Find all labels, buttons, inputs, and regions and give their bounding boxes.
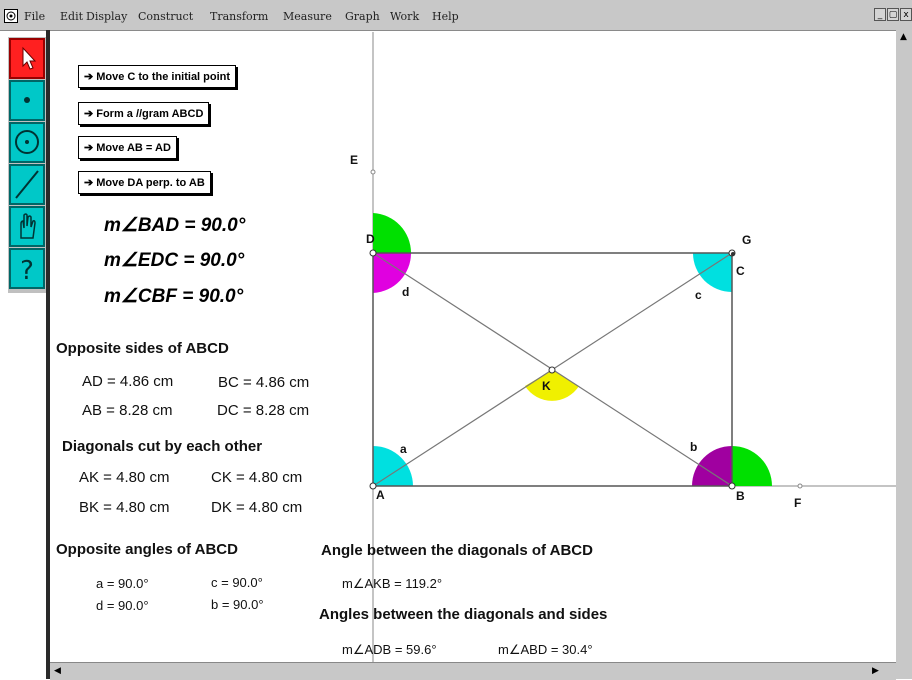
measure-ak[interactable]: AK = 4.80 cm [79,469,170,486]
menu-graph[interactable]: Graph [345,10,380,23]
menu-measure[interactable]: Measure [283,10,332,23]
measure-angle-bad[interactable]: m∠BAD = 90.0° [104,215,246,236]
label-point-g: G [742,233,752,247]
arrow-right-icon: ➔ [84,71,94,83]
label-point-c: C [736,264,745,278]
menu-transform[interactable]: Transform [210,10,269,23]
label-angle-b: b [690,440,698,454]
menu-work[interactable]: Work [390,10,420,23]
point-g[interactable] [731,252,735,256]
point-d[interactable] [369,249,377,257]
measure-dk[interactable]: DK = 4.80 cm [211,499,303,516]
left-border [46,30,50,679]
measure-bc[interactable]: BC = 4.86 cm [218,374,310,391]
line-tool[interactable] [9,164,45,205]
point-f[interactable] [797,483,803,489]
measure-ck[interactable]: CK = 4.80 cm [211,469,303,486]
question-mark-icon: ? [20,256,34,286]
info-tool[interactable]: ? [9,248,45,289]
sides-heading: Opposite sides of ABCD [56,340,229,357]
measure-ad[interactable]: AD = 4.86 cm [82,373,174,390]
angle-wedge-c-cyan [693,253,732,292]
point-b[interactable] [728,482,736,490]
horizontal-scrollbar[interactable]: ◀ ▶ [50,662,896,680]
angle-wedge-b-green [732,446,772,486]
measure-bk[interactable]: BK = 4.80 cm [79,499,170,516]
move-c-button[interactable]: ➔ Move C to the initial point [78,65,237,88]
svg-text:?: ? [20,256,34,286]
label-point-k: K [542,379,551,393]
measure-dc[interactable]: DC = 8.28 cm [217,402,310,419]
label-angle-d: d [402,285,410,299]
label-point-b: B [736,489,745,503]
label-point-a: A [376,488,385,502]
diagonals-heading: Diagonals cut by each other [62,438,263,455]
line-segment-icon [15,170,39,199]
measure-angle-cbf[interactable]: m∠CBF = 90.0° [104,286,244,307]
menu-help[interactable]: Help [432,10,459,23]
vertical-scrollbar[interactable]: ▲ [896,30,912,679]
menu-construct[interactable]: Construct [138,10,194,23]
label-point-f: F [794,496,802,510]
maximize-button[interactable]: ▢ [887,8,899,21]
label-point-e: E [350,153,359,167]
scroll-up-icon[interactable]: ▲ [900,32,907,42]
label-angle-a: a [400,442,407,456]
menu-bar: File Edit Display Construct Transform Me… [0,0,912,31]
measure-angle-b[interactable]: b = 90.0° [211,597,264,612]
move-da-button[interactable]: ➔ Move DA perp. to AB [78,171,211,194]
label-point-d: D [366,232,375,246]
scroll-right-icon[interactable]: ▶ [872,666,879,676]
app-icon [4,9,18,23]
circle-tool[interactable] [9,122,45,163]
point-tool[interactable] [9,80,45,121]
diagonals-sides-heading: Angles between the diagonals and sides [319,606,608,623]
circle-icon [15,130,39,154]
arrow-right-icon: ➔ [84,142,94,154]
arrow-right-icon: ➔ [84,177,94,189]
measure-angle-edc[interactable]: m∠EDC = 90.0° [104,250,245,271]
angle-wedge-k-yellow [525,370,579,401]
menu-display[interactable]: Display [86,10,128,23]
point-e[interactable] [370,169,376,175]
minimize-button[interactable]: _ [874,8,886,21]
label-angle-c: c [695,288,702,302]
angle-wedge-d-magenta [373,253,412,293]
measure-angle-d[interactable]: d = 90.0° [96,598,149,613]
move-ab-button[interactable]: ➔ Move AB = AD [78,136,177,159]
arrow-right-icon: ➔ [84,108,94,120]
measure-angle-a[interactable]: a = 90.0° [96,576,149,591]
menu-edit[interactable]: Edit [60,10,84,23]
measure-angle-abd[interactable]: m∠ABD = 30.4° [498,642,593,657]
scroll-left-icon[interactable]: ◀ [54,666,61,676]
between-diagonals-heading: Angle between the diagonals of ABCD [321,542,593,559]
measure-angle-adb[interactable]: m∠ADB = 59.6° [342,642,437,657]
angle-wedge-a-cyan [373,446,413,486]
angle-wedge-d-green [373,213,412,253]
angles-heading: Opposite angles of ABCD [56,541,238,558]
measure-ab[interactable]: AB = 8.28 cm [82,402,173,419]
angle-wedge-b-purple [692,446,732,486]
arrow-pointer-icon [22,46,37,70]
menu-file[interactable]: File [24,10,46,23]
point-k[interactable] [548,366,556,374]
text-tool[interactable] [9,206,45,247]
hand-icon [20,213,36,239]
measure-angle-c[interactable]: c = 90.0° [211,575,263,590]
point-a[interactable] [369,482,377,490]
point-icon [24,97,30,103]
pointer-tool[interactable] [9,38,45,79]
measure-angle-akb[interactable]: m∠AKB = 119.2° [342,576,443,591]
toolbox: ? [8,37,46,293]
form-gram-button[interactable]: ➔ Form a //gram ABCD [78,102,210,125]
